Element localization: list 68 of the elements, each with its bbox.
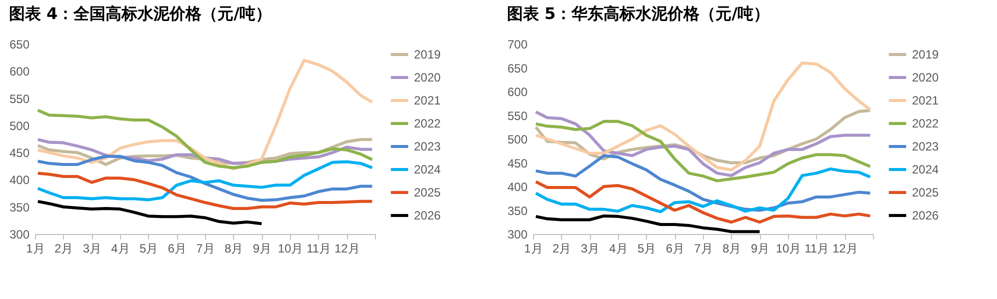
x-tick-label: 2月 — [552, 242, 572, 256]
x-tick-label: 1月 — [524, 242, 543, 256]
line-series — [534, 167, 872, 214]
chart-title: 图表 5：华东高标水泥价格（元/吨） — [506, 4, 770, 23]
legend-label: 2025 — [414, 186, 442, 200]
x-tick-label: 9月 — [252, 242, 272, 256]
legend-label: 2026 — [912, 208, 940, 222]
legend-label: 2020 — [912, 70, 940, 84]
legend-label: 2023 — [414, 140, 442, 154]
legend-label: 2026 — [414, 208, 442, 222]
y-tick-label: 350 — [507, 204, 528, 218]
legend-label: 2024 — [414, 162, 442, 176]
legend-label: 2019 — [912, 48, 940, 62]
legend-label: 2020 — [414, 70, 442, 84]
x-tick-label: 11月 — [804, 242, 830, 256]
y-tick-label: 400 — [507, 180, 528, 194]
y-tick-label: 350 — [9, 200, 30, 214]
y-tick-label: 450 — [507, 156, 528, 170]
x-tick-label: 7月 — [694, 242, 713, 256]
line-series — [534, 110, 872, 178]
line-series — [36, 108, 374, 170]
x-tick-label: 3月 — [580, 242, 600, 256]
x-tick-label: 5月 — [139, 242, 158, 256]
x-tick-label: 7月 — [196, 242, 215, 256]
line-series — [534, 120, 872, 182]
line-series — [534, 180, 872, 224]
y-tick-label: 650 — [507, 61, 528, 76]
x-tick-label: 5月 — [637, 242, 656, 256]
y-tick-label: 550 — [507, 108, 528, 123]
legend-label: 2019 — [414, 48, 442, 62]
x-tick-label: 6月 — [168, 242, 187, 256]
legend-label: 2021 — [912, 94, 940, 108]
legend-label: 2023 — [912, 140, 940, 154]
y-tick-label: 650 — [9, 38, 30, 52]
x-tick-label: 8月 — [722, 242, 742, 256]
line-series — [534, 62, 872, 172]
line-series — [36, 200, 264, 226]
y-tick-label: 300 — [9, 228, 30, 242]
x-tick-label: 9月 — [750, 242, 770, 256]
line-series — [534, 214, 762, 234]
x-tick-label: 11月 — [306, 242, 332, 256]
y-tick-label: 550 — [9, 92, 30, 106]
y-tick-label: 450 — [9, 146, 30, 160]
y-tick-label: 300 — [507, 228, 528, 242]
legend-label: 2021 — [414, 94, 442, 108]
line-series — [36, 172, 374, 210]
chart-title: 图表 4：全国高标水泥价格（元/吨） — [8, 4, 272, 23]
y-tick-label: 400 — [9, 173, 30, 188]
legend-label: 2022 — [414, 116, 442, 130]
y-tick-label: 600 — [507, 85, 528, 99]
x-tick-label: 12月 — [832, 242, 858, 256]
x-tick-label: 10月 — [278, 242, 304, 256]
legend-label: 2022 — [912, 116, 940, 130]
x-tick-label: 10月 — [776, 242, 802, 256]
x-tick-label: 2月 — [54, 242, 74, 256]
x-tick-label: 12月 — [334, 242, 360, 256]
y-tick-label: 600 — [9, 64, 30, 79]
y-tick-label: 500 — [9, 118, 30, 133]
x-tick-label: 8月 — [224, 242, 244, 256]
x-tick-label: 4月 — [609, 242, 628, 256]
y-tick-label: 700 — [507, 38, 528, 52]
x-tick-label: 6月 — [666, 242, 685, 256]
x-tick-label: 1月 — [26, 242, 45, 256]
x-tick-label: 3月 — [82, 242, 102, 256]
legend-label: 2024 — [912, 162, 940, 176]
x-tick-label: 4月 — [111, 242, 130, 256]
legend-label: 2025 — [912, 186, 940, 200]
y-tick-label: 500 — [507, 132, 528, 146]
